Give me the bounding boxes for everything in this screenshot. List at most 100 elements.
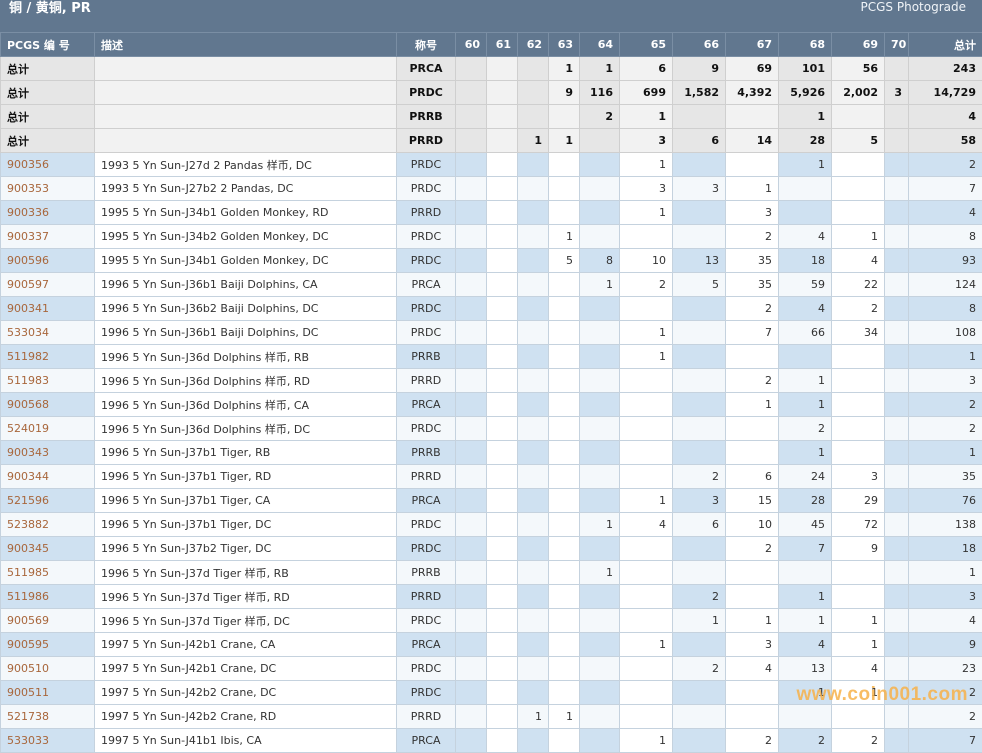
designation-cell: PRCA: [397, 633, 456, 657]
col-header-grade-66[interactable]: 66: [673, 33, 726, 57]
row-total-cell: 76: [909, 489, 982, 513]
col-header-designation[interactable]: 称号: [397, 33, 456, 57]
grade-count-cell: 22: [832, 273, 885, 297]
grade-count-cell: [832, 705, 885, 729]
coin-code-link[interactable]: 900344: [7, 470, 49, 483]
coin-code-link[interactable]: 900568: [7, 398, 49, 411]
coin-code-link[interactable]: 900345: [7, 542, 49, 555]
coin-code-cell: 900597: [1, 273, 95, 297]
grade-count-cell: [885, 249, 909, 273]
coin-code-cell: 533034: [1, 321, 95, 345]
designation-cell: PRRB: [397, 345, 456, 369]
coin-code-link[interactable]: 900353: [7, 182, 49, 195]
designation-cell: PRDC: [397, 153, 456, 177]
grade-count-cell: [885, 321, 909, 345]
grade-count-cell: [549, 105, 580, 129]
grade-count-cell: [885, 57, 909, 81]
grade-count-cell: [580, 681, 620, 705]
grade-count-cell: [580, 153, 620, 177]
grade-count-cell: 2: [779, 417, 832, 441]
grade-count-cell: [456, 633, 487, 657]
coin-code-link[interactable]: 900510: [7, 662, 49, 675]
grade-count-cell: [487, 561, 518, 585]
grade-count-cell: [518, 657, 549, 681]
grade-count-cell: [456, 513, 487, 537]
coin-code-link[interactable]: 900337: [7, 230, 49, 243]
col-header-code[interactable]: PCGS 编 号: [1, 33, 95, 57]
coin-description: 1995 5 Yn Sun-J34b1 Golden Monkey, DC: [95, 249, 397, 273]
designation-cell: PRRB: [397, 105, 456, 129]
grade-count-cell: [885, 345, 909, 369]
grade-count-cell: 1: [580, 513, 620, 537]
grade-count-cell: [549, 297, 580, 321]
coin-code-link[interactable]: 900336: [7, 206, 49, 219]
col-header-total[interactable]: 总计: [909, 33, 982, 57]
col-header-grade-65[interactable]: 65: [620, 33, 673, 57]
col-header-description[interactable]: 描述: [95, 33, 397, 57]
grade-count-cell: [620, 441, 673, 465]
grade-count-cell: 1: [620, 153, 673, 177]
col-header-grade-61[interactable]: 61: [487, 33, 518, 57]
grade-count-cell: [885, 537, 909, 561]
grade-count-cell: 1: [518, 705, 549, 729]
designation-cell: PRDC: [397, 681, 456, 705]
grade-count-cell: [885, 201, 909, 225]
coin-description: 1996 5 Yn Sun-J36b1 Baiji Dolphins, DC: [95, 321, 397, 345]
coin-code-link[interactable]: 900356: [7, 158, 49, 171]
coin-code-link[interactable]: 900569: [7, 614, 49, 627]
grade-count-cell: [620, 417, 673, 441]
grade-count-cell: [673, 201, 726, 225]
col-header-grade-67[interactable]: 67: [726, 33, 779, 57]
coin-code-link[interactable]: 900595: [7, 638, 49, 651]
coin-code-link[interactable]: 900596: [7, 254, 49, 267]
col-header-grade-68[interactable]: 68: [779, 33, 832, 57]
coin-code-link[interactable]: 511986: [7, 590, 49, 603]
grade-count-cell: [549, 657, 580, 681]
coin-code-link[interactable]: 900343: [7, 446, 49, 459]
coin-code-link[interactable]: 521596: [7, 494, 49, 507]
grade-count-cell: 3: [673, 489, 726, 513]
coin-code-link[interactable]: 900597: [7, 278, 49, 291]
coin-code-link[interactable]: 523882: [7, 518, 49, 531]
grade-count-cell: [487, 513, 518, 537]
coin-code-link[interactable]: 511985: [7, 566, 49, 579]
grade-count-cell: [456, 201, 487, 225]
coin-code-link[interactable]: 511982: [7, 350, 49, 363]
grade-count-cell: [885, 273, 909, 297]
grade-count-cell: [487, 393, 518, 417]
grade-count-cell: [487, 105, 518, 129]
col-header-grade-69[interactable]: 69: [832, 33, 885, 57]
grade-count-cell: [580, 345, 620, 369]
grade-count-cell: [549, 153, 580, 177]
grade-count-cell: 2: [726, 297, 779, 321]
grade-count-cell: [487, 705, 518, 729]
coin-code-link[interactable]: 900341: [7, 302, 49, 315]
col-header-grade-60[interactable]: 60: [456, 33, 487, 57]
grade-count-cell: [456, 393, 487, 417]
coin-code-link[interactable]: 524019: [7, 422, 49, 435]
row-total-cell: 2: [909, 153, 982, 177]
grade-count-cell: [518, 393, 549, 417]
col-header-grade-64[interactable]: 64: [580, 33, 620, 57]
grade-count-cell: [726, 345, 779, 369]
designation-cell: PRRD: [397, 201, 456, 225]
grade-count-cell: [885, 633, 909, 657]
coin-code-link[interactable]: 533033: [7, 734, 49, 747]
grade-count-cell: [673, 729, 726, 753]
coin-code-link[interactable]: 533034: [7, 326, 49, 339]
grade-count-cell: [456, 609, 487, 633]
col-header-grade-63[interactable]: 63: [549, 33, 580, 57]
grade-count-cell: [726, 153, 779, 177]
col-header-grade-70[interactable]: 70: [885, 33, 909, 57]
grade-count-cell: 1: [549, 129, 580, 153]
grade-count-cell: 3: [673, 177, 726, 201]
col-header-grade-62[interactable]: 62: [518, 33, 549, 57]
grade-count-cell: 10: [726, 513, 779, 537]
grade-count-cell: [456, 321, 487, 345]
grade-count-cell: 4: [779, 633, 832, 657]
coin-code-link[interactable]: 511983: [7, 374, 49, 387]
coin-code-link[interactable]: 900511: [7, 686, 49, 699]
coin-code-link[interactable]: 521738: [7, 710, 49, 723]
